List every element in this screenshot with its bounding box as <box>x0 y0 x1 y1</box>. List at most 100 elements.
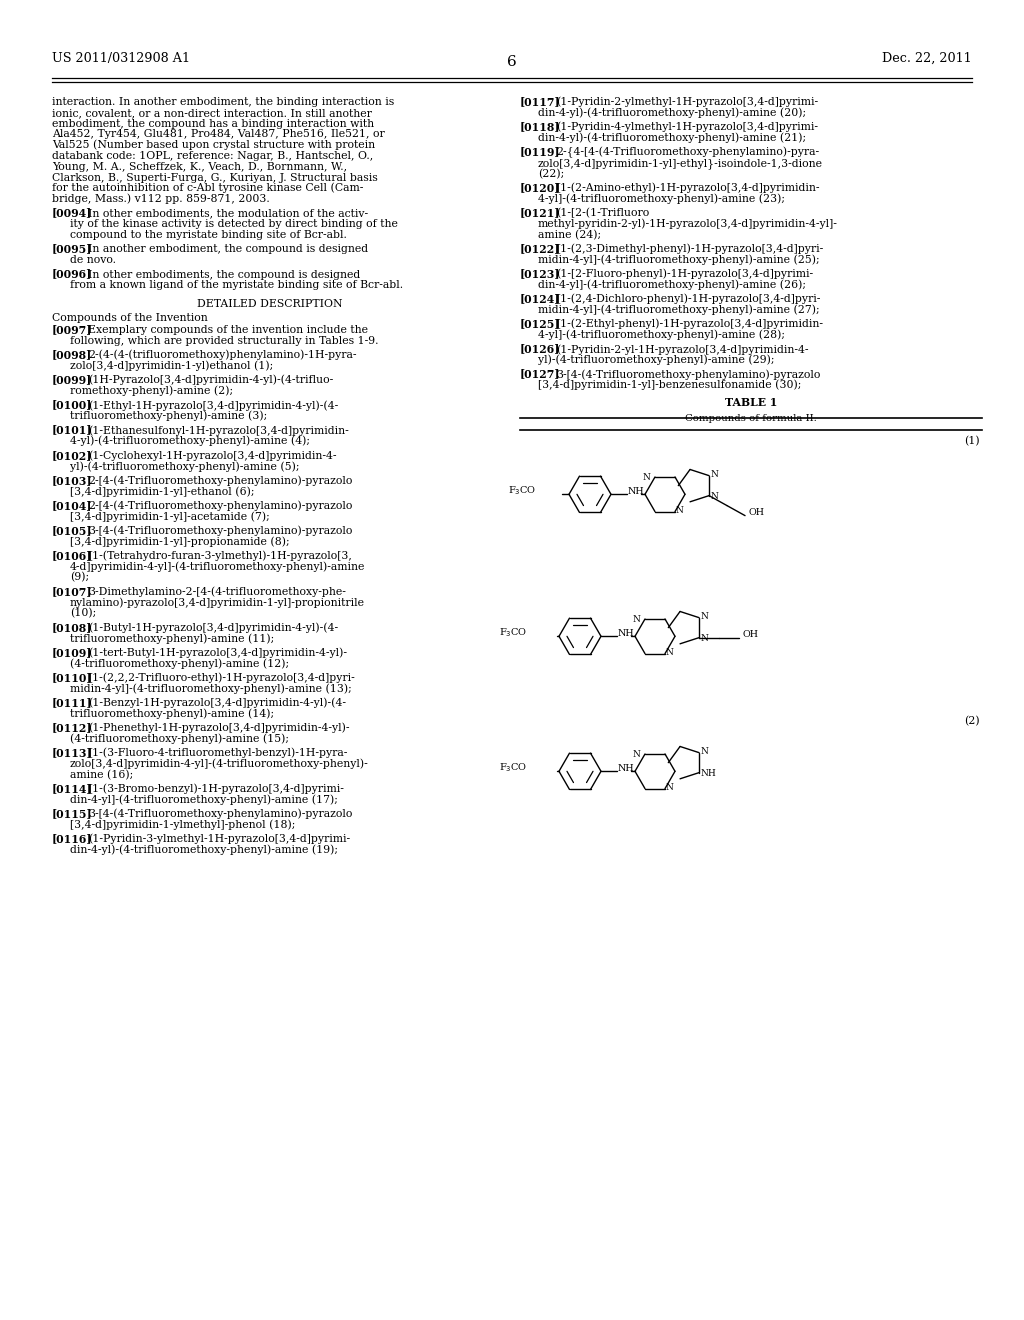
Text: [0104]: [0104] <box>52 500 92 511</box>
Text: [0106]: [0106] <box>52 550 92 561</box>
Text: (1-Cyclohexyl-1H-pyrazolo[3,4-d]pyrimidin-4-: (1-Cyclohexyl-1H-pyrazolo[3,4-d]pyrimidi… <box>88 450 337 461</box>
Text: [0105]: [0105] <box>52 525 92 536</box>
Text: de novo.: de novo. <box>70 255 116 265</box>
Text: methyl-pyridin-2-yl)-1H-pyrazolo[3,4-d]pyrimidin-4-yl]-: methyl-pyridin-2-yl)-1H-pyrazolo[3,4-d]p… <box>538 218 838 228</box>
Text: (1-tert-Butyl-1H-pyrazolo[3,4-d]pyrimidin-4-yl)-: (1-tert-Butyl-1H-pyrazolo[3,4-d]pyrimidi… <box>88 647 347 657</box>
Text: [0118]: [0118] <box>520 121 560 132</box>
Text: midin-4-yl]-(4-trifluoromethoxy-phenyl)-amine (25);: midin-4-yl]-(4-trifluoromethoxy-phenyl)-… <box>538 255 819 265</box>
Text: 4-d]pyrimidin-4-yl]-(4-trifluoromethoxy-phenyl)-amine: 4-d]pyrimidin-4-yl]-(4-trifluoromethoxy-… <box>70 561 366 572</box>
Text: 4-yl]-(4-trifluoromethoxy-phenyl)-amine (23);: 4-yl]-(4-trifluoromethoxy-phenyl)-amine … <box>538 193 785 203</box>
Text: US 2011/0312908 A1: US 2011/0312908 A1 <box>52 51 190 65</box>
Text: In another embodiment, the compound is designed: In another embodiment, the compound is d… <box>88 244 368 255</box>
Text: 6: 6 <box>507 55 517 69</box>
Text: (1-Pyridin-2-yl-1H-pyrazolo[3,4-d]pyrimidin-4-: (1-Pyridin-2-yl-1H-pyrazolo[3,4-d]pyrimi… <box>556 345 809 355</box>
Text: zolo[3,4-d]pyrimidin-1-yl]-ethyl}-isoindole-1,3-dione: zolo[3,4-d]pyrimidin-1-yl]-ethyl}-isoind… <box>538 158 823 169</box>
Text: zolo[3,4-d]pyrimidin-1-yl)ethanol (1);: zolo[3,4-d]pyrimidin-1-yl)ethanol (1); <box>70 360 273 371</box>
Text: [1-(3-Bromo-benzyl)-1H-pyrazolo[3,4-d]pyrimi-: [1-(3-Bromo-benzyl)-1H-pyrazolo[3,4-d]py… <box>88 784 344 795</box>
Text: 2-[4-(4-Trifluoromethoxy-phenylamino)-pyrazolo: 2-[4-(4-Trifluoromethoxy-phenylamino)-py… <box>88 500 352 511</box>
Text: [0099]: [0099] <box>52 375 92 385</box>
Text: N: N <box>632 615 640 624</box>
Text: (1-Pyridin-2-ylmethyl-1H-pyrazolo[3,4-d]pyrimi-: (1-Pyridin-2-ylmethyl-1H-pyrazolo[3,4-d]… <box>556 96 818 107</box>
Text: din-4-yl]-(4-trifluoromethoxy-phenyl)-amine (17);: din-4-yl]-(4-trifluoromethoxy-phenyl)-am… <box>70 795 338 805</box>
Text: (2): (2) <box>964 715 980 726</box>
Text: midin-4-yl]-(4-trifluoromethoxy-phenyl)-amine (13);: midin-4-yl]-(4-trifluoromethoxy-phenyl)-… <box>70 684 352 694</box>
Text: Compounds of formula II.: Compounds of formula II. <box>685 413 817 422</box>
Text: compound to the myristate binding site of Bcr-abl.: compound to the myristate binding site o… <box>70 230 347 240</box>
Text: [3,4-d]pyrimidin-1-yl]-benzenesulfonamide (30);: [3,4-d]pyrimidin-1-yl]-benzenesulfonamid… <box>538 380 802 391</box>
Text: 4-yl)-(4-trifluoromethoxy-phenyl)-amine (4);: 4-yl)-(4-trifluoromethoxy-phenyl)-amine … <box>70 436 310 446</box>
Text: 3-[4-(4-Trifluoromethoxy-phenylamino)-pyrazolo: 3-[4-(4-Trifluoromethoxy-phenylamino)-py… <box>88 525 352 536</box>
Text: OH: OH <box>749 508 764 517</box>
Text: (1-Ethanesulfonyl-1H-pyrazolo[3,4-d]pyrimidin-: (1-Ethanesulfonyl-1H-pyrazolo[3,4-d]pyri… <box>88 425 349 436</box>
Text: Compounds of the Invention: Compounds of the Invention <box>52 313 208 323</box>
Text: [0097]: [0097] <box>52 325 92 335</box>
Text: din-4-yl)-(4-trifluoromethoxy-phenyl)-amine (21);: din-4-yl)-(4-trifluoromethoxy-phenyl)-am… <box>538 132 806 143</box>
Text: OH: OH <box>742 630 758 639</box>
Text: [0125]: [0125] <box>520 318 560 330</box>
Text: N: N <box>642 474 650 483</box>
Text: NH: NH <box>618 764 635 772</box>
Text: trifluoromethoxy-phenyl)-amine (14);: trifluoromethoxy-phenyl)-amine (14); <box>70 709 274 719</box>
Text: [0100]: [0100] <box>52 400 92 411</box>
Text: Val525 (Number based upon crystal structure with protein: Val525 (Number based upon crystal struct… <box>52 140 375 150</box>
Text: [0120]: [0120] <box>520 182 560 193</box>
Text: [1-(2,2,2-Trifluoro-ethyl)-1H-pyrazolo[3,4-d]pyri-: [1-(2,2,2-Trifluoro-ethyl)-1H-pyrazolo[3… <box>88 672 354 682</box>
Text: bridge, Mass.) v112 pp. 859-871, 2003.: bridge, Mass.) v112 pp. 859-871, 2003. <box>52 194 269 205</box>
Text: [0121]: [0121] <box>520 207 560 218</box>
Text: (1-[2-Fluoro-phenyl)-1H-pyrazolo[3,4-d]pyrimi-: (1-[2-Fluoro-phenyl)-1H-pyrazolo[3,4-d]p… <box>556 269 813 280</box>
Text: Clarkson, B., Superti-Furga, G., Kuriyan, J. Structural basis: Clarkson, B., Superti-Furga, G., Kuriyan… <box>52 173 378 182</box>
Text: [0116]: [0116] <box>52 833 92 845</box>
Text: N: N <box>632 751 640 759</box>
Text: yl)-(4-trifluoromethoxy-phenyl)-amine (5);: yl)-(4-trifluoromethoxy-phenyl)-amine (5… <box>70 461 299 471</box>
Text: [3,4-d]pyrimidin-1-yl]-acetamide (7);: [3,4-d]pyrimidin-1-yl]-acetamide (7); <box>70 511 269 521</box>
Text: romethoxy-phenyl)-amine (2);: romethoxy-phenyl)-amine (2); <box>70 385 233 396</box>
Text: (9);: (9); <box>70 573 89 582</box>
Text: [0108]: [0108] <box>52 622 92 632</box>
Text: amine (16);: amine (16); <box>70 770 133 780</box>
Text: [3,4-d]pyrimidin-1-ylmethyl]-phenol (18);: [3,4-d]pyrimidin-1-ylmethyl]-phenol (18)… <box>70 820 295 830</box>
Text: trifluoromethoxy-phenyl)-amine (11);: trifluoromethoxy-phenyl)-amine (11); <box>70 634 274 644</box>
Text: [1-(2,3-Dimethyl-phenyl)-1H-pyrazolo[3,4-d]pyri-: [1-(2,3-Dimethyl-phenyl)-1H-pyrazolo[3,4… <box>556 243 823 255</box>
Text: [0109]: [0109] <box>52 647 92 657</box>
Text: [1-(2-Amino-ethyl)-1H-pyrazolo[3,4-d]pyrimidin-: [1-(2-Amino-ethyl)-1H-pyrazolo[3,4-d]pyr… <box>556 182 819 193</box>
Text: Exemplary compounds of the invention include the: Exemplary compounds of the invention inc… <box>88 325 368 335</box>
Text: ity of the kinase activity is detected by direct binding of the: ity of the kinase activity is detected b… <box>70 219 398 230</box>
Text: N: N <box>700 634 708 643</box>
Text: Young, M. A., Scheffzek, K., Veach, D., Bornmann, W.,: Young, M. A., Scheffzek, K., Veach, D., … <box>52 162 347 172</box>
Text: [1-(2-Ethyl-phenyl)-1H-pyrazolo[3,4-d]pyrimidin-: [1-(2-Ethyl-phenyl)-1H-pyrazolo[3,4-d]py… <box>556 319 823 330</box>
Text: [0124]: [0124] <box>520 293 560 305</box>
Text: (22);: (22); <box>538 169 564 178</box>
Text: [0102]: [0102] <box>52 450 92 461</box>
Text: N: N <box>666 648 674 657</box>
Text: (1-Butyl-1H-pyrazolo[3,4-d]pyrimidin-4-yl)-(4-: (1-Butyl-1H-pyrazolo[3,4-d]pyrimidin-4-y… <box>88 622 338 632</box>
Text: [0114]: [0114] <box>52 783 92 795</box>
Text: [3,4-d]pyrimidin-1-yl]-ethanol (6);: [3,4-d]pyrimidin-1-yl]-ethanol (6); <box>70 486 255 496</box>
Text: [0126]: [0126] <box>520 343 560 355</box>
Text: NH: NH <box>618 628 635 638</box>
Text: N: N <box>710 492 718 502</box>
Text: amine (24);: amine (24); <box>538 230 601 240</box>
Text: ionic, covalent, or a non-direct interaction. In still another: ionic, covalent, or a non-direct interac… <box>52 108 372 117</box>
Text: In other embodiments, the compound is designed: In other embodiments, the compound is de… <box>88 269 360 280</box>
Text: [0112]: [0112] <box>52 722 92 734</box>
Text: (1-Phenethyl-1H-pyrazolo[3,4-d]pyrimidin-4-yl)-: (1-Phenethyl-1H-pyrazolo[3,4-d]pyrimidin… <box>88 723 349 734</box>
Text: [1-(Tetrahydro-furan-3-ylmethyl)-1H-pyrazolo[3,: [1-(Tetrahydro-furan-3-ylmethyl)-1H-pyra… <box>88 550 352 561</box>
Text: for the autoinhibition of c-Abl tyrosine kinase Cell (Cam-: for the autoinhibition of c-Abl tyrosine… <box>52 183 364 194</box>
Text: F$_3$CO: F$_3$CO <box>499 626 527 639</box>
Text: databank code: 1OPL, reference: Nagar, B., Hantschel, O.,: databank code: 1OPL, reference: Nagar, B… <box>52 150 374 161</box>
Text: [0122]: [0122] <box>520 243 560 255</box>
Text: NH: NH <box>700 770 716 777</box>
Text: In other embodiments, the modulation of the activ-: In other embodiments, the modulation of … <box>88 209 368 219</box>
Text: [0123]: [0123] <box>520 268 560 280</box>
Text: TABLE 1: TABLE 1 <box>725 397 777 408</box>
Text: Dec. 22, 2011: Dec. 22, 2011 <box>883 51 972 65</box>
Text: 2-{4-[4-(4-Trifluoromethoxy-phenylamino)-pyra-: 2-{4-[4-(4-Trifluoromethoxy-phenylamino)… <box>556 147 819 158</box>
Text: N: N <box>666 783 674 792</box>
Text: interaction. In another embodiment, the binding interaction is: interaction. In another embodiment, the … <box>52 96 394 107</box>
Text: DETAILED DESCRIPTION: DETAILED DESCRIPTION <box>197 298 342 309</box>
Text: 4-yl]-(4-trifluoromethoxy-phenyl)-amine (28);: 4-yl]-(4-trifluoromethoxy-phenyl)-amine … <box>538 330 785 341</box>
Text: trifluoromethoxy-phenyl)-amine (3);: trifluoromethoxy-phenyl)-amine (3); <box>70 411 267 421</box>
Text: [0101]: [0101] <box>52 425 92 436</box>
Text: [0110]: [0110] <box>52 672 92 682</box>
Text: (1H-Pyrazolo[3,4-d]pyrimidin-4-yl)-(4-trifluo-: (1H-Pyrazolo[3,4-d]pyrimidin-4-yl)-(4-tr… <box>88 375 333 385</box>
